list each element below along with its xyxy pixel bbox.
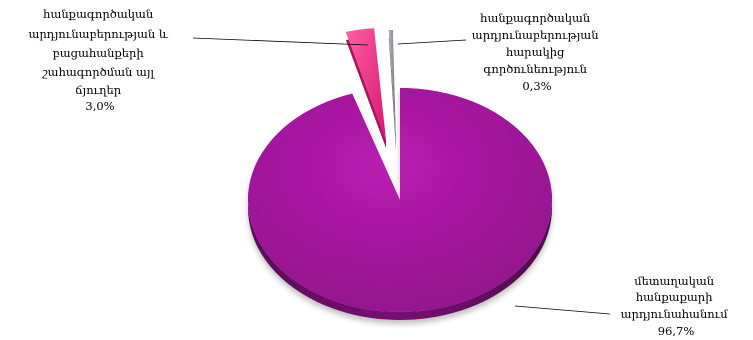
slice-value-2: 0,3% <box>522 79 551 93</box>
slice-label-2: հանքագործական արդյունաբերության հարակից … <box>472 11 602 93</box>
leader-line-1 <box>192 37 369 46</box>
slice-value-1: 3,0% <box>85 99 114 113</box>
pie-slice-2 <box>388 30 396 150</box>
slice-label-0: մետաղական հանքաքարի արդյունահանում 96,7% <box>621 274 732 338</box>
pie-slice-1 <box>345 28 386 148</box>
leader-line-2 <box>397 39 467 45</box>
leader-line-0 <box>514 305 611 315</box>
pie-slice-0 <box>247 88 552 320</box>
slice-label-1: հանքագործական արդյունաբերության և բացահա… <box>28 7 171 113</box>
slice-value-0: 96,7% <box>658 324 695 338</box>
